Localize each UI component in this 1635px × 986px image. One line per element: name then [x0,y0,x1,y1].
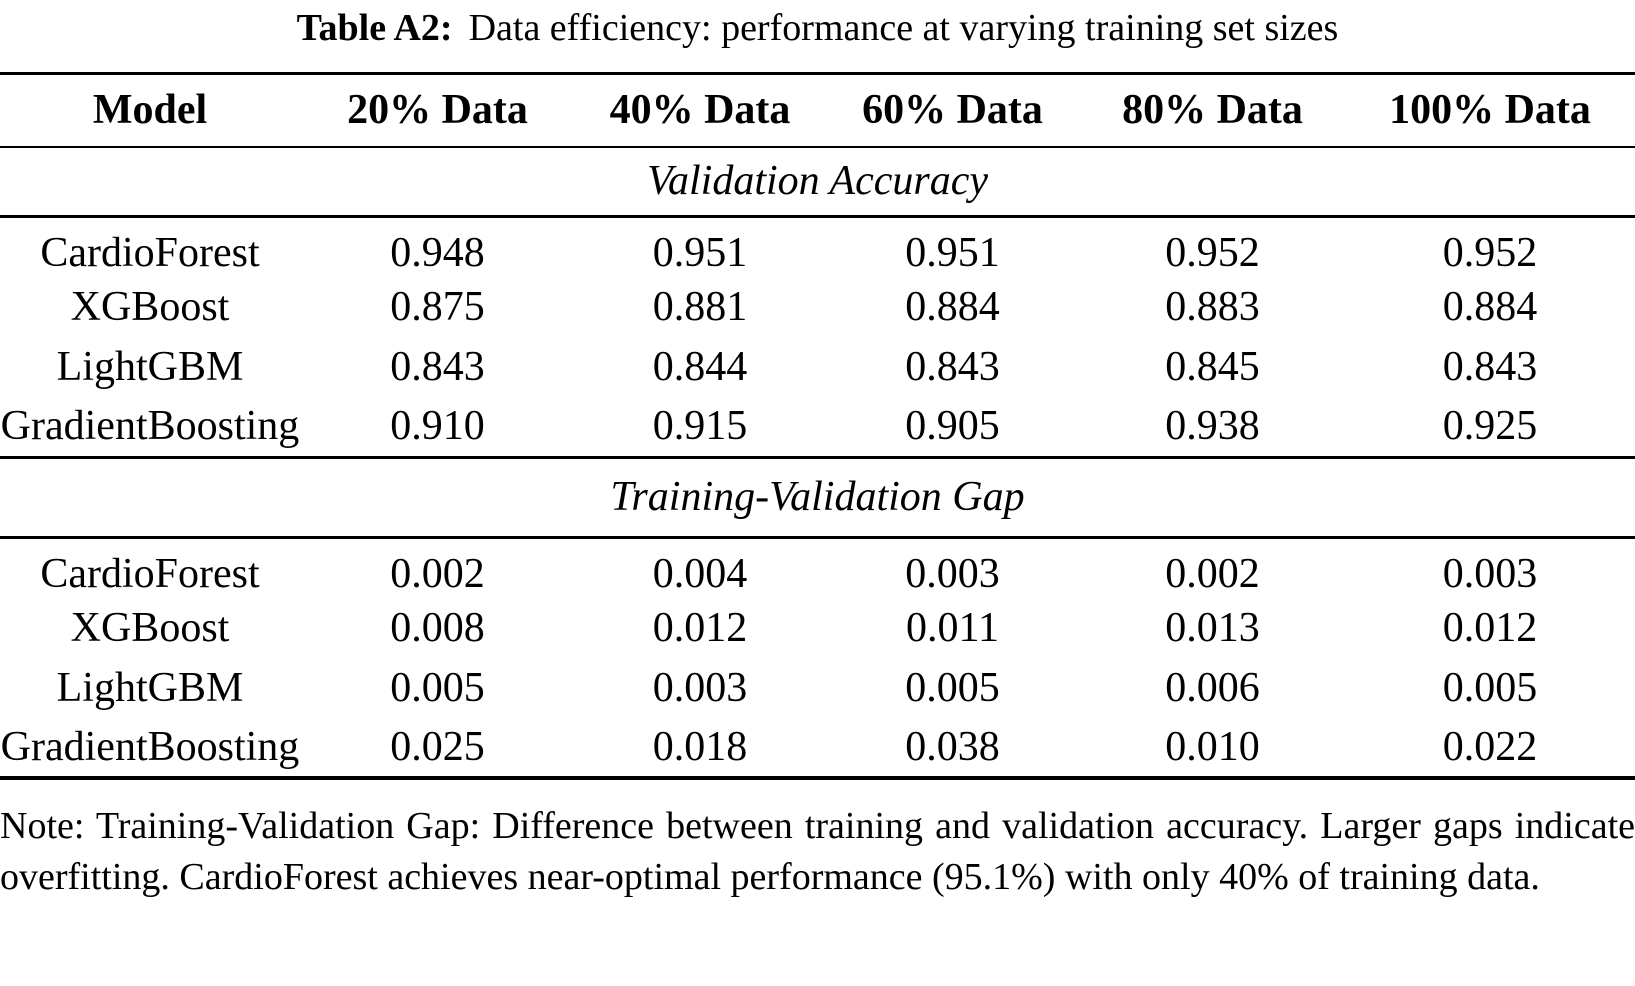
section-validation-accuracy: Validation Accuracy CardioForest 0.948 0.95… [0,146,1635,458]
table-header-row: Model 20% Data 40% Data 60% Data 80% Dat… [0,73,1635,148]
cell-model-name: LightGBM [56,344,244,390]
cell-value: 0.884 [905,284,1000,330]
cell-value: 0.843 [905,344,1000,390]
cell-value: 0.951 [652,230,748,276]
column-header-40-data: 40% Data [575,73,825,148]
cell-value: 0.011 [906,604,999,651]
cell-model-name: GradientBoosting [0,403,300,450]
table-row: CardioForest 0.002 0.004 0.003 0.002 0.003 [0,537,1635,598]
cell-value: 0.005 [1442,664,1538,711]
cell-value: 0.012 [1442,604,1538,651]
column-header-20-data: 20% Data [300,73,575,148]
table-caption-text: Data efficiency: performance at varying … [468,7,1339,49]
table-caption-label: Table A2: [296,7,453,49]
cell-model-name: CardioForest [40,550,260,597]
cell-value: 0.883 [1165,284,1260,330]
cell-value: 0.952 [1165,230,1260,276]
cell-model-name: XGBoost [70,604,230,651]
cell-value: 0.875 [390,284,485,330]
cell-value: 0.910 [390,403,485,450]
cell-value: 0.012 [652,604,748,651]
cell-value: 0.952 [1442,230,1538,276]
column-header-100-data: 100% Data [1345,73,1635,148]
cell-value: 0.025 [390,723,485,770]
cell-value: 0.008 [390,604,485,651]
column-header-model: Model [0,73,300,148]
cell-value: 0.938 [1165,403,1260,450]
cell-value: 0.884 [1442,284,1538,330]
table-row: GradientBoosting 0.025 0.018 0.038 0.010 0.02… [0,718,1635,778]
cell-value: 0.002 [1165,550,1260,597]
cell-value: 0.022 [1442,723,1538,770]
cell-value: 0.002 [390,550,485,597]
cell-value: 0.018 [652,723,748,770]
cell-value: 0.845 [1165,344,1260,390]
cell-value: 0.005 [905,664,1000,711]
cell-value: 0.005 [390,664,485,711]
cell-value: 0.951 [905,230,1000,276]
cell-value: 0.013 [1165,604,1260,651]
table-row: LightGBM 0.005 0.003 0.005 0.006 0.005 [0,658,1635,718]
cell-value: 0.881 [652,284,748,330]
section-title: Validation Accuracy [0,146,1635,218]
column-header-80-data: 80% Data [1080,73,1345,148]
section-header-row: Training-Validation Gap [0,455,1635,539]
cell-value: 0.038 [905,723,1000,770]
column-header-60-data: 60% Data [825,73,1080,148]
table-caption: Table A2: Data efficiency: performance at… [0,0,1635,72]
cell-value: 0.003 [905,550,1000,597]
cell-value: 0.003 [652,664,748,711]
table-row: XGBoost 0.008 0.012 0.011 0.013 0.012 [0,598,1635,658]
cell-value: 0.925 [1442,403,1538,450]
cell-value: 0.003 [1442,550,1538,597]
section-training-validation-gap: Training-Validation Gap CardioForest 0.002… [0,455,1635,778]
cell-model-name: GradientBoosting [0,723,300,770]
section-title: Training-Validation Gap [0,455,1635,539]
table-header: Model 20% Data 40% Data 60% Data 80% Dat… [0,73,1635,148]
cell-value: 0.844 [652,344,748,390]
table-row: XGBoost 0.875 0.881 0.884 0.883 0.884 [0,277,1635,337]
cell-value: 0.948 [390,230,485,276]
cell-value: 0.843 [1442,344,1538,390]
table-note: Note: Training-Validation Gap: Differenc… [0,804,1635,898]
table-row: CardioForest 0.948 0.951 0.951 0.952 0.952 [0,217,1635,278]
table-row: LightGBM 0.843 0.844 0.843 0.845 0.843 [0,337,1635,397]
cell-value: 0.905 [905,403,1000,450]
section-header-row: Validation Accuracy [0,146,1635,218]
cell-value: 0.010 [1165,723,1260,770]
data-efficiency-table: Model 20% Data 40% Data 60% Data 80% Dat… [0,72,1635,780]
cell-value: 0.004 [652,550,748,597]
table-row: GradientBoosting 0.910 0.915 0.905 0.938 0.92… [0,397,1635,457]
cell-model-name: LightGBM [56,664,244,711]
cell-value: 0.843 [390,344,485,390]
cell-value: 0.915 [652,403,748,450]
cell-model-name: XGBoost [70,284,230,330]
cell-value: 0.006 [1165,664,1260,711]
cell-model-name: CardioForest [40,230,260,276]
